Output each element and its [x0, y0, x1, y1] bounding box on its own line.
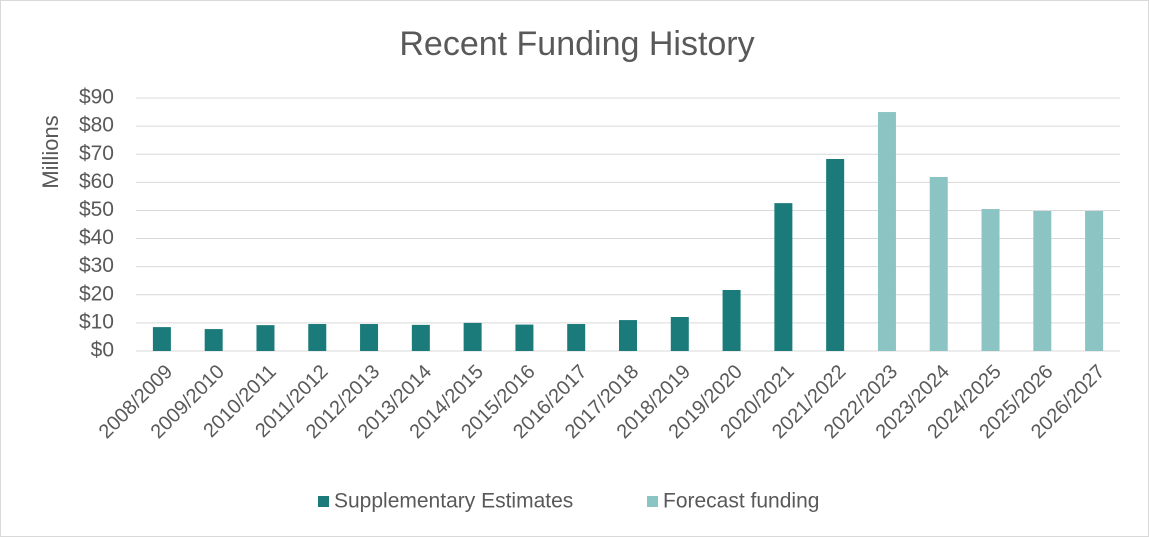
bar: [256, 325, 275, 351]
y-tick-label: $50: [79, 198, 114, 221]
bar: [1033, 211, 1052, 351]
bar: [360, 324, 379, 351]
y-tick-label: $90: [79, 86, 114, 109]
legend-swatch: [647, 496, 658, 507]
bar: [204, 329, 223, 351]
chart-title: Recent Funding History: [399, 25, 754, 63]
bar: [567, 324, 586, 351]
y-axis-label: Millions: [38, 115, 63, 188]
bar: [929, 176, 948, 351]
legend-label: Forecast funding: [663, 490, 819, 513]
bar: [619, 320, 637, 351]
bar: [515, 324, 534, 351]
y-tick-label: $10: [79, 310, 114, 333]
bar: [774, 203, 793, 351]
y-tick-label: $20: [79, 282, 114, 305]
y-tick-label: $70: [79, 142, 114, 165]
y-tick-label: $0: [91, 339, 114, 362]
bar: [722, 289, 741, 351]
bar: [152, 327, 171, 351]
bar: [877, 112, 896, 351]
bar: [670, 316, 689, 351]
bar: [463, 322, 482, 351]
bar: [411, 324, 430, 351]
bar: [308, 324, 327, 351]
legend-label: Supplementary Estimates: [334, 490, 573, 513]
bar: [1085, 211, 1104, 351]
legend-swatch: [318, 496, 329, 507]
y-tick-label: $40: [79, 226, 114, 249]
y-tick-label: $60: [79, 170, 114, 193]
bar: [981, 209, 1000, 351]
y-tick-label: $30: [79, 254, 114, 277]
bar: [826, 159, 845, 351]
y-tick-label: $80: [79, 114, 114, 137]
